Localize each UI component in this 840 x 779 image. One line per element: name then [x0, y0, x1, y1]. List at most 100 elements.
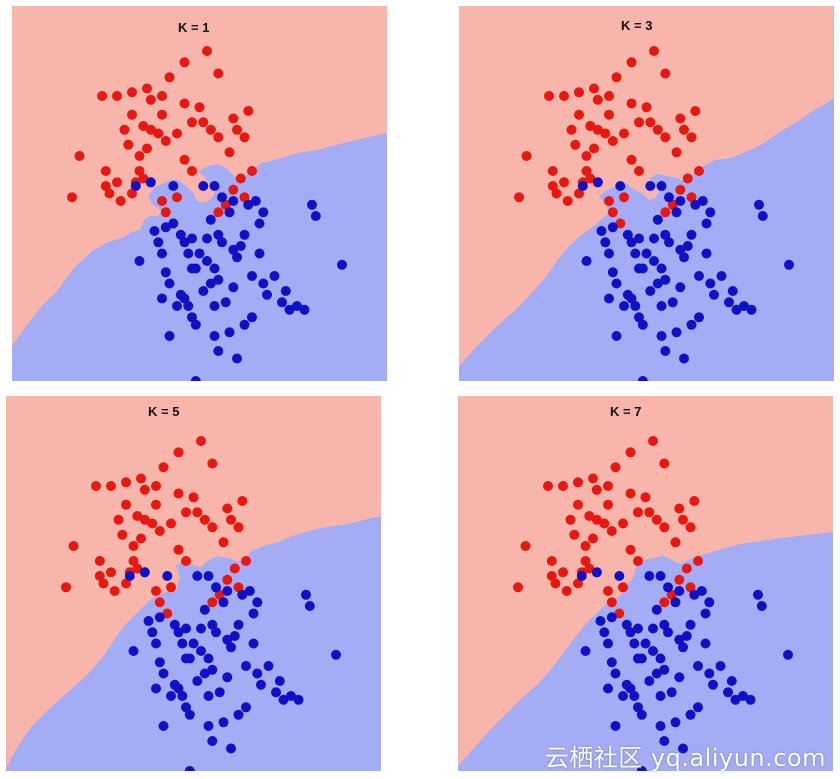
red-point [581, 151, 592, 161]
blue-point [637, 376, 648, 381]
red-point [634, 117, 644, 128]
red-point [626, 98, 637, 109]
red-point [134, 166, 145, 176]
red-point [243, 106, 254, 116]
red-point [199, 514, 210, 525]
red-point [584, 511, 595, 521]
blue-point [679, 353, 689, 364]
blue-point [226, 743, 236, 754]
red-point [218, 537, 229, 548]
blue-point [659, 619, 670, 630]
red-point [228, 184, 239, 195]
red-point [679, 124, 689, 135]
red-point [138, 173, 149, 184]
red-point [173, 488, 184, 499]
blue-point [145, 177, 156, 188]
red-point [603, 481, 613, 491]
red-point [241, 556, 251, 566]
blue-point [258, 278, 269, 289]
blue-point [746, 304, 757, 315]
blue-point [168, 218, 179, 229]
blue-point [134, 256, 145, 266]
red-point [566, 124, 577, 135]
blue-point [211, 582, 221, 593]
blue-point [607, 222, 618, 233]
red-point [222, 503, 233, 514]
red-point [239, 132, 250, 143]
blue-point [685, 619, 696, 630]
blue-point [640, 638, 651, 649]
blue-point [656, 301, 667, 311]
blue-point [173, 627, 184, 638]
red-point [173, 544, 184, 555]
blue-point [278, 694, 289, 705]
blue-point [664, 192, 674, 203]
blue-point [301, 589, 311, 600]
red-point [604, 109, 614, 120]
red-point [172, 128, 182, 139]
red-point [147, 518, 158, 529]
blue-point [701, 218, 712, 229]
red-point [599, 518, 610, 529]
red-point [558, 481, 568, 491]
red-point [179, 154, 190, 165]
blue-point [196, 623, 206, 634]
blue-point [753, 589, 763, 600]
blue-point [675, 282, 686, 293]
blue-point [783, 649, 793, 660]
red-point [228, 113, 239, 124]
blue-point [633, 623, 643, 634]
blue-region [458, 532, 833, 771]
red-point [121, 477, 131, 488]
blue-point [199, 668, 210, 679]
blue-point [263, 661, 274, 671]
blue-point [686, 229, 697, 240]
blue-point [211, 627, 221, 638]
blue-point [705, 207, 716, 218]
red-point [192, 507, 203, 518]
blue-point [606, 612, 617, 623]
red-point [685, 522, 696, 533]
blue-point [656, 263, 667, 274]
red-point [604, 196, 614, 206]
blue-point [670, 717, 681, 728]
red-point [194, 102, 205, 113]
red-point [151, 499, 161, 510]
red-point [132, 563, 143, 574]
red-point [607, 207, 618, 218]
red-point [559, 177, 569, 188]
blue-point [648, 623, 658, 634]
blue-point [162, 571, 173, 581]
red-point [674, 574, 685, 585]
blue-point [277, 297, 287, 308]
red-point [188, 492, 199, 503]
blue-point [184, 709, 195, 720]
red-point [619, 192, 629, 203]
red-point [648, 436, 658, 446]
blue-point [293, 694, 304, 705]
blue-point [674, 672, 685, 683]
blue-point [203, 571, 214, 581]
blue-point [671, 207, 682, 218]
red-point [239, 192, 250, 203]
red-point [573, 477, 583, 488]
red-point [659, 458, 670, 469]
red-point [674, 503, 685, 514]
blue-point [254, 218, 265, 229]
red-point [145, 94, 156, 105]
red-point [68, 541, 79, 551]
blue-point [183, 301, 194, 311]
blue-point [252, 597, 263, 608]
blue-point [187, 233, 197, 244]
blue-point [580, 646, 591, 656]
red-point [157, 91, 167, 101]
red-point [121, 578, 131, 589]
blue-point [652, 278, 663, 289]
red-point [104, 188, 115, 199]
blue-point [124, 571, 135, 581]
blue-point [693, 702, 703, 713]
blue-point [716, 271, 727, 281]
red-point [671, 147, 682, 158]
red-point [233, 522, 244, 533]
red-point [592, 94, 603, 105]
